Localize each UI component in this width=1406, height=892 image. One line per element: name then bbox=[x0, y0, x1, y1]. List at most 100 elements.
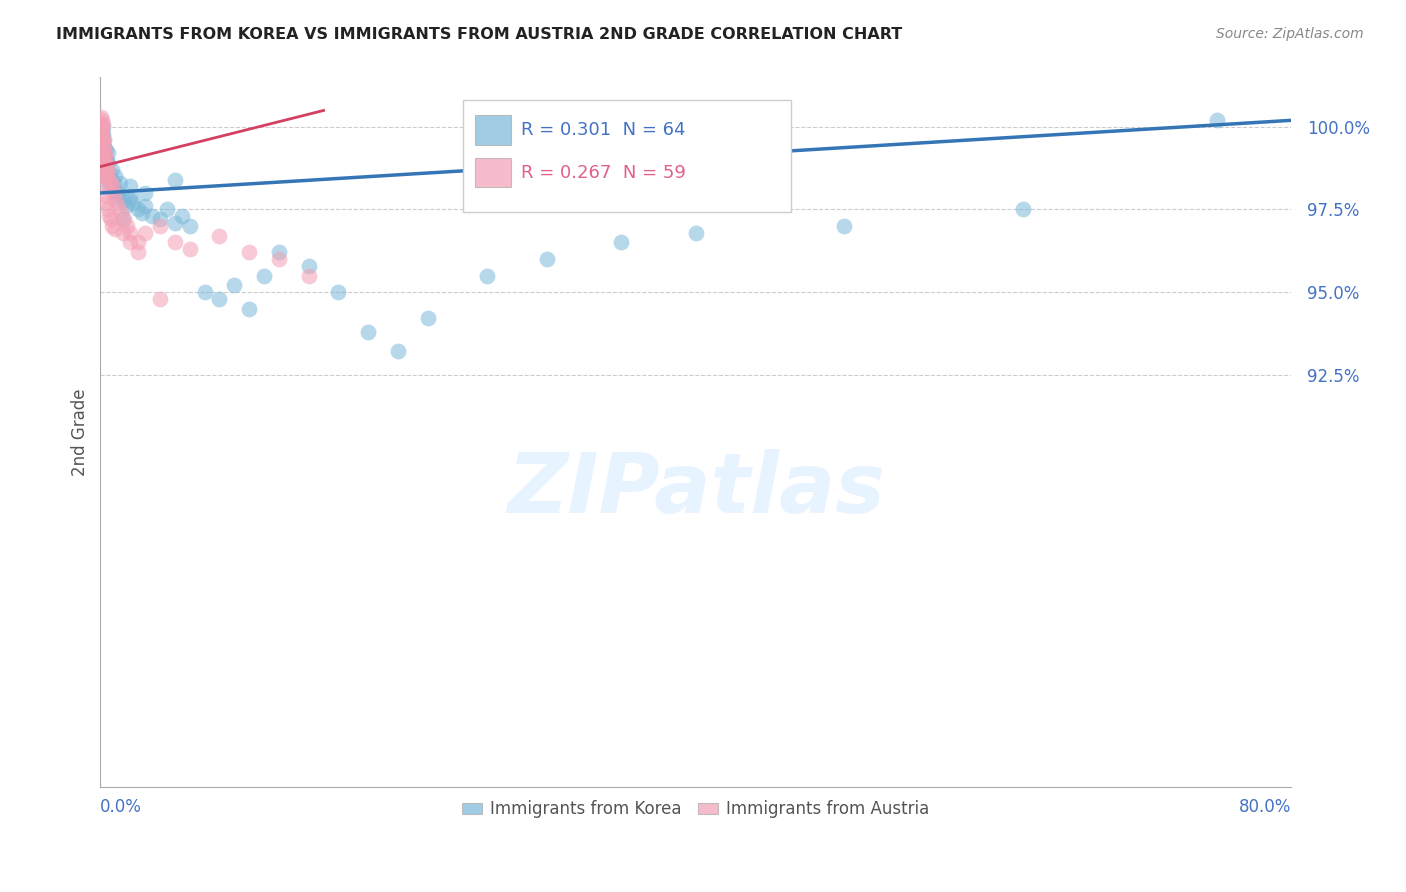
Point bbox=[97, 202, 120, 217]
Point bbox=[101, 179, 124, 194]
Text: R = 0.301  N = 64: R = 0.301 N = 64 bbox=[520, 121, 685, 139]
Point bbox=[156, 202, 179, 217]
FancyBboxPatch shape bbox=[475, 115, 512, 145]
Point bbox=[127, 235, 149, 250]
Point bbox=[90, 136, 112, 151]
Point bbox=[91, 146, 114, 161]
Point bbox=[193, 285, 215, 299]
Point bbox=[357, 325, 380, 339]
Point bbox=[91, 133, 114, 147]
FancyBboxPatch shape bbox=[464, 100, 792, 212]
Point bbox=[149, 212, 172, 227]
Point bbox=[163, 173, 186, 187]
Point bbox=[96, 160, 118, 174]
Point bbox=[107, 199, 129, 213]
Point bbox=[387, 344, 409, 359]
Point bbox=[120, 193, 142, 207]
Point bbox=[90, 120, 112, 134]
Point bbox=[96, 169, 118, 184]
Point bbox=[149, 292, 172, 306]
Point bbox=[100, 176, 122, 190]
Point bbox=[90, 113, 112, 128]
Point bbox=[94, 179, 117, 194]
Text: IMMIGRANTS FROM KOREA VS IMMIGRANTS FROM AUSTRIA 2ND GRADE CORRELATION CHART: IMMIGRANTS FROM KOREA VS IMMIGRANTS FROM… bbox=[56, 27, 903, 42]
Text: ZIPatlas: ZIPatlas bbox=[506, 449, 884, 530]
Point bbox=[94, 156, 117, 170]
Point bbox=[93, 153, 115, 167]
Point bbox=[98, 179, 121, 194]
Point bbox=[104, 169, 127, 184]
Point bbox=[238, 245, 260, 260]
Point bbox=[90, 110, 112, 124]
Point bbox=[91, 153, 114, 167]
Point bbox=[94, 162, 117, 177]
Point bbox=[94, 160, 117, 174]
Point bbox=[111, 193, 134, 207]
Point bbox=[97, 162, 120, 177]
Point bbox=[91, 120, 114, 134]
Point bbox=[105, 189, 128, 203]
Point bbox=[104, 183, 127, 197]
Point bbox=[163, 235, 186, 250]
Point bbox=[90, 120, 112, 134]
Point bbox=[94, 153, 117, 167]
Point bbox=[134, 186, 156, 200]
Text: 80.0%: 80.0% bbox=[1239, 798, 1291, 816]
Point bbox=[91, 143, 114, 157]
Point bbox=[163, 216, 186, 230]
Legend: Immigrants from Korea, Immigrants from Austria: Immigrants from Korea, Immigrants from A… bbox=[456, 794, 936, 825]
Point bbox=[111, 212, 134, 227]
Point bbox=[101, 219, 124, 233]
Y-axis label: 2nd Grade: 2nd Grade bbox=[72, 389, 89, 476]
Point bbox=[120, 226, 142, 240]
Point bbox=[103, 186, 125, 200]
Point bbox=[149, 219, 172, 233]
Point bbox=[91, 127, 114, 141]
Point bbox=[224, 278, 246, 293]
Text: R = 0.267  N = 59: R = 0.267 N = 59 bbox=[520, 164, 686, 182]
Point bbox=[110, 206, 132, 220]
Point bbox=[328, 285, 350, 299]
Point bbox=[97, 173, 120, 187]
Point bbox=[1205, 113, 1227, 128]
Point bbox=[179, 242, 201, 256]
Point bbox=[96, 143, 118, 157]
Point bbox=[94, 189, 117, 203]
Point bbox=[90, 123, 112, 137]
Point bbox=[101, 162, 124, 177]
Point bbox=[238, 301, 260, 316]
Point bbox=[127, 245, 149, 260]
Point bbox=[120, 235, 142, 250]
Point bbox=[610, 235, 633, 250]
Point bbox=[108, 176, 131, 190]
Point bbox=[1012, 202, 1035, 217]
Point bbox=[477, 268, 499, 283]
Point bbox=[107, 186, 129, 200]
Point bbox=[122, 195, 145, 210]
Point bbox=[834, 219, 856, 233]
Point bbox=[179, 219, 201, 233]
Point bbox=[93, 169, 115, 184]
Text: 0.0%: 0.0% bbox=[100, 798, 142, 816]
Point bbox=[91, 166, 114, 180]
Point bbox=[91, 133, 114, 147]
Point bbox=[112, 212, 135, 227]
Point bbox=[208, 292, 231, 306]
Point bbox=[93, 140, 115, 154]
Point bbox=[208, 228, 231, 243]
Point bbox=[100, 212, 122, 227]
Point bbox=[127, 202, 149, 217]
Point bbox=[267, 252, 290, 266]
Point bbox=[114, 199, 136, 213]
FancyBboxPatch shape bbox=[475, 158, 512, 187]
Point bbox=[267, 245, 290, 260]
Point bbox=[120, 179, 142, 194]
Point bbox=[134, 226, 156, 240]
Point bbox=[104, 222, 127, 236]
Point bbox=[115, 219, 138, 233]
Point bbox=[103, 176, 125, 190]
Point bbox=[91, 146, 114, 161]
Point bbox=[416, 311, 439, 326]
Point bbox=[94, 160, 117, 174]
Point bbox=[93, 133, 115, 147]
